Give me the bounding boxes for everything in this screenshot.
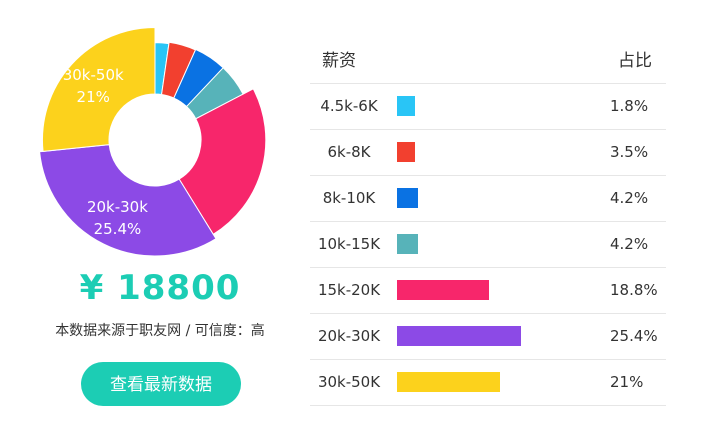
donut-data-label: 20k-30k 25.4%: [87, 198, 148, 238]
table-row: 30k-50K 21%: [310, 360, 666, 406]
row-share-bar: [397, 234, 418, 254]
table-row: 4.5k-6K 1.8%: [310, 84, 666, 130]
donut-slice-15k-20k: [178, 88, 267, 235]
row-salary-range: 10k-15K: [317, 235, 381, 253]
view-latest-data-button[interactable]: 查看最新数据: [81, 362, 241, 406]
salary-distribution-table: 薪资 占比 4.5k-6K 1.8% 6k-8K 3.5% 8k-10K 4.2% 10k-…: [310, 38, 666, 406]
donut-data-label: 30k-50k 21%: [63, 66, 124, 106]
row-share-value: 3.5%: [610, 143, 649, 161]
header-salary: 薪资: [322, 51, 356, 71]
row-share-bar: [397, 142, 415, 162]
header-share: 占比: [618, 51, 652, 71]
average-salary: ¥ 18800: [79, 268, 241, 308]
row-share-bar: [397, 280, 490, 300]
donut-data-label-line: 20k-30k: [87, 198, 148, 216]
row-salary-range: 8k-10K: [322, 189, 376, 207]
row-share-bar: [397, 372, 500, 392]
row-share-bar: [397, 326, 522, 346]
row-share-value: 21%: [610, 373, 644, 391]
row-salary-range: 20k-30K: [317, 327, 381, 345]
row-salary-range: 4.5k-6K: [320, 97, 378, 115]
row-salary-range: 30k-50K: [317, 373, 381, 391]
donut-data-label-line: 21%: [77, 88, 110, 106]
row-share-bar: [397, 96, 415, 116]
salary-donut-chart: 30k-50k 21% 20k-30k 25.4%: [39, 26, 267, 257]
donut-slice-20k-30k: [39, 144, 217, 257]
donut-slice-30k-50k: [42, 26, 156, 152]
table-row: 15k-20K 18.8%: [310, 268, 666, 314]
row-share-value: 25.4%: [610, 327, 658, 345]
table-row: 10k-15K 4.2%: [310, 222, 666, 268]
row-share-value: 4.2%: [610, 189, 649, 207]
data-source-note: 本数据来源于职友网 / 可信度：高: [55, 323, 265, 339]
row-share-value: 4.2%: [610, 235, 649, 253]
row-salary-range: 6k-8K: [327, 143, 371, 161]
row-share-value: 1.8%: [610, 97, 649, 115]
table-row: 6k-8K 3.5%: [310, 130, 666, 176]
row-salary-range: 15k-20K: [317, 281, 381, 299]
table-row: 8k-10K 4.2%: [310, 176, 666, 222]
row-share-bar: [397, 188, 418, 208]
donut-data-label-line: 25.4%: [94, 220, 142, 238]
table-row: 20k-30K 25.4%: [310, 314, 666, 360]
row-share-value: 18.8%: [610, 281, 658, 299]
table-header: 薪资 占比: [310, 38, 666, 84]
donut-data-label-line: 30k-50k: [63, 66, 124, 84]
